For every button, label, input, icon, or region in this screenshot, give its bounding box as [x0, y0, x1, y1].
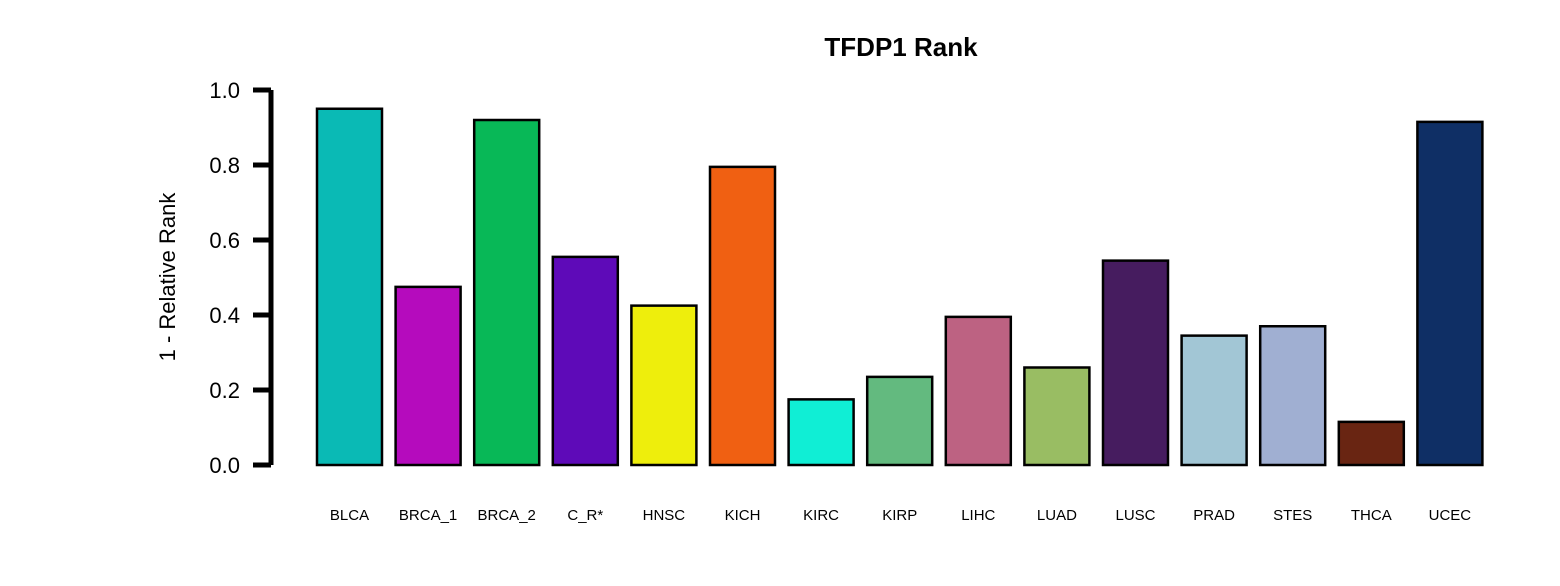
bar-lihc: [944, 315, 1013, 467]
y-tick-label: 0.8: [209, 153, 240, 178]
bars: [315, 107, 1484, 467]
chart-title: TFDP1 Rank: [824, 32, 978, 62]
x-tick-label: BRCA_1: [399, 507, 457, 524]
bar-kirc: [787, 398, 855, 467]
x-tick-label: LIHC: [961, 507, 995, 524]
y-tick-label: 0.0: [209, 453, 240, 478]
x-tick-label: KIRP: [882, 507, 917, 524]
bar-kich: [708, 165, 777, 467]
bar-hnsc: [630, 304, 698, 467]
bar-brca-2: [472, 118, 541, 467]
y-tick-label: 0.2: [209, 378, 240, 403]
x-tick-label: PRAD: [1193, 507, 1235, 524]
x-tick-label: STES: [1273, 507, 1312, 524]
x-tick-label: THCA: [1351, 507, 1392, 524]
bar-kirp: [865, 375, 934, 467]
bar-prad: [1180, 334, 1248, 467]
bar-stes: [1258, 325, 1327, 467]
bar-c-r: [551, 255, 620, 467]
bar-luad: [1023, 366, 1091, 467]
y-tick-label: 0.6: [209, 228, 240, 253]
x-tick-label: C_R*: [567, 507, 603, 524]
x-tick-label: HNSC: [643, 507, 686, 524]
x-tick-label: LUSC: [1115, 507, 1155, 524]
x-tick-label: KIRC: [803, 507, 839, 524]
x-axis-tick-labels: BLCA BRCA_1 BRCA_2 C_R* HNSC KICH KIRC KIRP LIHC…: [330, 507, 1471, 524]
x-tick-label: LUAD: [1037, 507, 1077, 524]
x-tick-label: BLCA: [330, 507, 369, 524]
x-tick-label: UCEC: [1429, 507, 1472, 524]
bar-blca: [315, 107, 384, 467]
x-tick-label: KICH: [725, 507, 761, 524]
y-axis-label: 1 - Relative Rank: [155, 192, 180, 362]
y-tick-label: 0.4: [209, 303, 240, 328]
bar-brca-1: [394, 285, 462, 467]
x-tick-label: BRCA_2: [478, 507, 536, 524]
bar-ucec: [1416, 120, 1484, 467]
y-tick-label: 1.0: [209, 78, 240, 103]
bar-lusc: [1101, 259, 1170, 467]
bar-thca: [1337, 420, 1406, 467]
y-axis: 0.0 0.2 0.4 0.6 0.8 1.0: [209, 78, 274, 478]
